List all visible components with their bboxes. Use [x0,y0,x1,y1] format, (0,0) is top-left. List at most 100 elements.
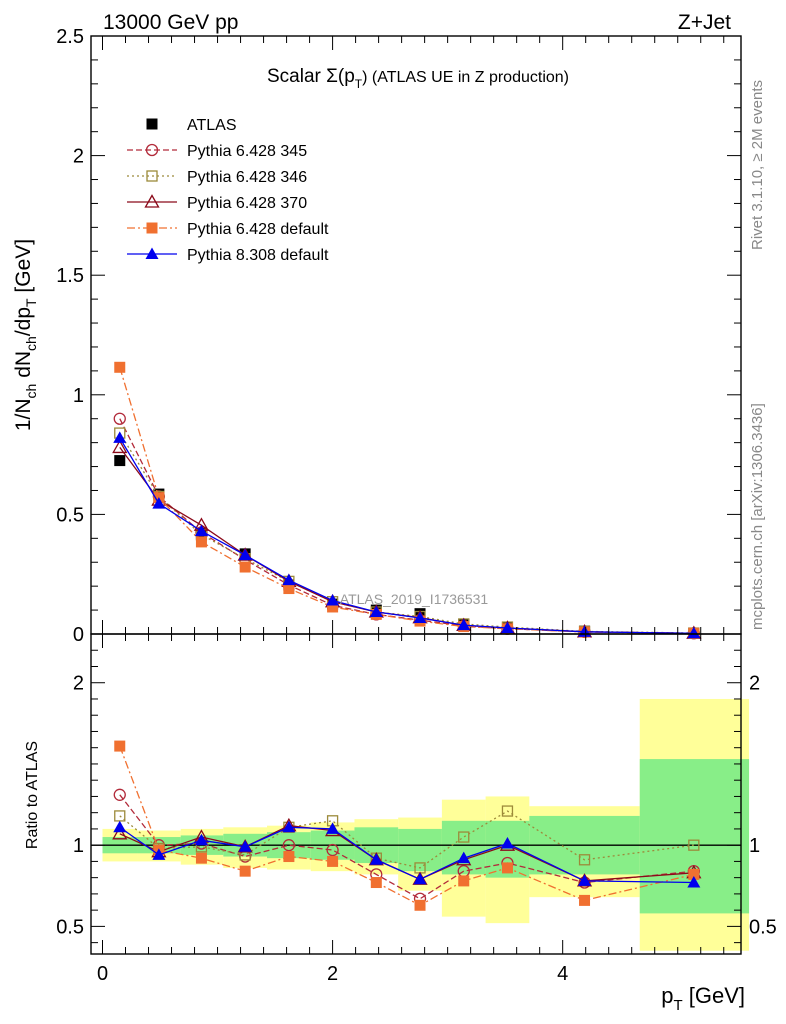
ratio-y-ticks: 0.5 0.5 1 1 2 2 [56,633,777,944]
legend-marker-pythia-8-308-default [145,247,159,259]
legend-label-pythia-6-428-346: Pythia 6.428 346 [187,169,307,186]
ratio-point-pythia-8-308-default-11 [687,876,701,888]
main-plot-area [112,361,702,640]
main-point-pythia-8-308-default-5 [326,594,340,606]
main-y-tick-label-2_5: 2.5 [56,26,84,48]
ratio-point-pythia-6-428-346-11 [688,839,700,851]
ratio-point-pythia-8-308-default-2 [194,833,208,846]
ratio-point-pythia-6-428-default-8 [458,875,470,887]
ratio-line-pythia-6-428-370 [119,825,694,882]
main-point-pythia-8-308-default-4 [282,573,296,586]
ratio-point-pythia-8-308-default-10 [578,874,592,886]
legend-label-atlas: ATLAS [187,117,237,134]
ratio-y-axis-label: Ratio to ATLAS [24,741,41,849]
header-right: Z+Jet [678,11,731,34]
ratio-point-pythia-6-428-default-6 [370,877,382,889]
main-point-pythia-6-428-default-5 [327,601,339,613]
main-point-pythia-6-428-default-2 [195,536,207,548]
ratio-panel: 0.5 0.5 1 1 2 2 0 2 4 Ratio to ATLAS pT [GeV] [24,633,777,1014]
main-title: Scalar Σ(pT) (ATLAS UE in Z production) [267,66,569,91]
ratio-x-ticks: 0 2 4 [97,634,725,985]
main-point-pythia-6-428-370-0 [112,439,128,454]
ratio-line-pythia-6-428-346 [119,810,694,869]
ratio-point-pythia-6-428-default-3 [239,865,251,877]
ratio-y-tick-label-left-1: 1 [73,835,84,857]
ratio-point-pythia-8-308-default-3 [238,840,252,852]
main-point-pythia-6-428-345-0 [113,412,126,425]
ratio-point-pythia-6-428-default-5 [327,855,339,867]
ratio-line-pythia-8-308-default [119,826,694,884]
ratio-point-pythia-6-428-default-0 [114,740,126,752]
ratio-point-pythia-6-428-346-9 [501,805,514,817]
main-y-tick-label-0: 0 [73,624,84,646]
legend-marker-pythia-6-428-370 [144,194,160,208]
legend-marker-atlas [146,118,158,130]
ratio-x-tick-label-2: 2 [327,963,338,985]
ratio-point-pythia-6-428-default-11 [688,868,700,880]
main-point-pythia-6-428-default-0 [114,361,126,373]
ratio-point-pythia-8-308-default-5 [326,822,340,834]
legend-marker-pythia-6-428-346 [146,170,158,182]
main-point-pythia-8-308-default-6 [369,605,383,617]
ratio-point-pythia-6-428-346-0 [114,810,126,822]
legend-marker-pythia-6-428-default [146,222,158,234]
ratio-point-pythia-6-428-346-8 [458,831,470,843]
main-point-pythia-8-308-default-2 [194,524,208,537]
ratio-point-pythia-8-308-default-7 [413,872,427,885]
ratio-point-pythia-8-308-default-1 [152,848,166,860]
legend-label-pythia-6-428-default: Pythia 6.428 default [187,221,329,238]
main-point-pythia-8-308-default-8 [457,618,471,631]
svg-text:1/Nch dNch/dpT [GeV]: 1/Nch dNch/dpT [GeV] [12,239,39,431]
main-y-tick-label-1_5: 1.5 [56,265,84,287]
ratio-line-pythia-6-428-345 [119,794,694,900]
main-point-atlas-0 [114,455,126,467]
ratio-point-pythia-6-428-345-0 [113,788,126,801]
ratio-point-pythia-6-428-345-4 [282,839,296,852]
ratio-y-tick-label-right-1: 1 [749,835,760,857]
legend-label-pythia-6-428-370: Pythia 6.428 370 [187,195,307,212]
main-x-ticks [102,36,725,634]
ratio-point-pythia-6-428-346-10 [578,854,591,866]
main-point-pythia-8-308-default-1 [152,497,166,509]
ratio-point-pythia-8-308-default-9 [500,837,514,849]
main-y-tick-label-2: 2 [73,146,84,168]
main-point-pythia-6-428-default-3 [239,561,251,573]
ratio-point-pythia-6-428-default-2 [195,852,207,864]
ratio-x-tick-label-4: 4 [557,963,568,985]
main-line-pythia-8-308-default [119,437,694,634]
main-y-ticks: 0 0.5 1 1.5 2 2.5 [56,26,741,646]
x-axis-label: pT [GeV] [661,983,745,1014]
main-panel: 0 0.5 1 1.5 2 2.5 Scalar Σ(pT) (ATLAS UE in Z… [12,26,742,646]
ratio-point-pythia-8-308-default-8 [457,851,471,864]
main-point-pythia-6-428-default-4 [283,583,295,595]
main-point-pythia-8-308-default-7 [413,611,427,623]
ratio-frame [90,633,742,955]
ratio-point-pythia-6-428-default-9 [501,862,513,874]
ratio-point-pythia-6-428-370-0 [112,825,128,840]
ratio-y-tick-label-left-2: 2 [73,673,84,695]
ratio-x-tick-label-0: 0 [97,963,108,985]
ratio-y-tick-label-left-0_5: 0.5 [56,916,84,938]
main-point-pythia-8-308-default-0 [113,431,127,443]
main-y-tick-label-0_5: 0.5 [56,504,84,526]
legend-label-pythia-8-308-default: Pythia 8.308 default [187,247,329,264]
rivet-version-note: Rivet 3.1.10, ≥ 2M events [749,80,766,250]
ratio-line-pythia-6-428-default [119,745,694,907]
mcplots-source-note: mcplots.cern.ch [arXiv:1306.3436] [749,403,766,630]
main-y-axis-label: 1/Nch dNch/dpT [GeV] [12,239,39,431]
main-point-pythia-8-308-default-11 [687,626,701,639]
ratio-y-tick-label-right-2: 2 [749,673,760,695]
header-left: 13000 GeV pp [103,11,238,34]
main-point-pythia-8-308-default-9 [500,621,514,634]
watermark: ATLAS_2019_I1736531 [340,591,489,607]
legend: ATLAS Pythia 6.428 345 Pythia 6.428 346 Pyt… [127,117,329,264]
ratio-point-pythia-6-428-default-4 [283,851,295,863]
ratio-point-pythia-8-308-default-4 [282,820,296,833]
legend-label-pythia-6-428-345: Pythia 6.428 345 [187,143,307,160]
ratio-band-inner-11 [639,759,750,914]
ratio-point-pythia-6-428-default-10 [579,894,591,906]
ratio-point-pythia-6-428-default-7 [414,899,426,911]
ratio-point-pythia-8-308-default-6 [369,853,383,865]
main-y-tick-label-1: 1 [73,385,84,407]
